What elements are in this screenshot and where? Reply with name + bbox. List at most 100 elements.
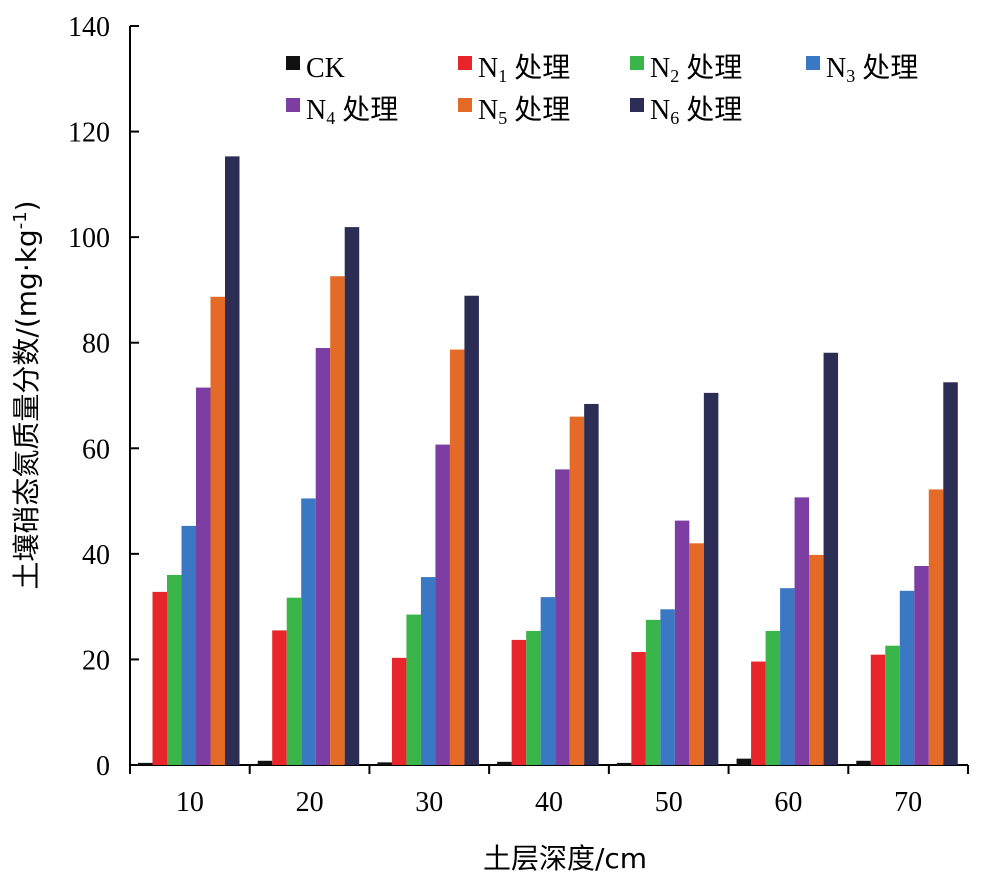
- bar: [870, 654, 886, 765]
- legend-label: N6 处理: [650, 94, 742, 128]
- legend-label-suffix: 处理: [679, 94, 742, 126]
- y-tick-label: 80: [82, 329, 110, 360]
- legend-swatch: [458, 56, 472, 70]
- bar: [210, 296, 225, 765]
- bar: [138, 762, 153, 765]
- bar: [660, 609, 675, 765]
- bar: [391, 657, 407, 765]
- bar: [689, 543, 704, 765]
- legend-label-main: N: [650, 53, 670, 84]
- bar: [584, 403, 599, 765]
- x-tick-label: 50: [655, 787, 683, 818]
- legend-swatch: [286, 98, 300, 112]
- bar: [464, 295, 479, 765]
- legend-label-sub: 5: [498, 108, 507, 128]
- y-tick-label: 60: [82, 434, 110, 465]
- bar: [928, 489, 944, 765]
- x-tick-label: 40: [535, 787, 563, 818]
- bar: [344, 227, 360, 765]
- legend-label-main: N: [650, 95, 670, 126]
- bar: [196, 387, 211, 765]
- y-tick-label: 100: [68, 223, 110, 254]
- y-tick-label: 140: [68, 12, 110, 43]
- bar: [301, 498, 316, 765]
- bar: [703, 392, 719, 765]
- bar: [152, 591, 167, 765]
- legend-swatch: [458, 98, 472, 112]
- bar: [555, 469, 570, 765]
- bar: [406, 614, 421, 765]
- legend-label-main: N: [478, 53, 498, 84]
- bar: [765, 630, 781, 765]
- bar: [257, 760, 273, 765]
- bar: [181, 525, 196, 765]
- y-tick-label: 0: [96, 751, 110, 782]
- bars: [138, 156, 958, 765]
- x-tick-label: 10: [176, 787, 204, 818]
- legend-label-main: N: [826, 53, 846, 84]
- bar: [540, 597, 556, 765]
- legend-label-main: CK: [306, 53, 345, 84]
- legend-label: CK: [306, 53, 345, 84]
- legend-label: N1 处理: [478, 52, 570, 86]
- bar: [497, 761, 512, 765]
- bar: [449, 349, 465, 765]
- x-tick-label: 70: [894, 787, 922, 818]
- bar: [794, 497, 810, 765]
- legend-swatch: [630, 56, 644, 70]
- x-axis-title: 土层深度/cm: [483, 842, 647, 875]
- legend-label: N5 处理: [478, 94, 570, 128]
- bar: [856, 760, 871, 765]
- x-tick-label: 60: [774, 787, 802, 818]
- legend-label: N3 处理: [826, 52, 918, 86]
- legend-label: N4 处理: [306, 94, 398, 128]
- bar: [616, 762, 632, 765]
- bar: [435, 444, 450, 765]
- bar: [569, 416, 585, 765]
- legend-item: N4 处理: [286, 94, 398, 128]
- bar: [736, 758, 752, 765]
- legend-item: N6 处理: [630, 94, 742, 128]
- legend-item: N2 处理: [630, 52, 742, 86]
- legend-label-main: N: [478, 95, 498, 126]
- legend-swatch: [630, 98, 644, 112]
- legend-item: N5 处理: [458, 94, 570, 128]
- bar: [899, 590, 915, 765]
- legend-item: CK: [286, 53, 345, 84]
- legend-swatch: [286, 56, 300, 70]
- bar: [674, 520, 690, 765]
- bar: [823, 352, 839, 765]
- legend-label-suffix: 处理: [855, 52, 918, 84]
- bar: [286, 597, 302, 765]
- tick-labels: 0 20 40 60 80 100 120 140 10 20 30 40 50 60 70: [68, 12, 922, 818]
- legend-label-sub: 3: [846, 66, 855, 86]
- x-tick-label: 30: [415, 787, 443, 818]
- bar: [420, 577, 436, 765]
- y-axis-title-main: 土壤硝态氮质量分数/(mg·kg: [10, 229, 43, 589]
- bar: [377, 762, 392, 765]
- bar: [780, 588, 795, 765]
- bar: [330, 276, 345, 765]
- legend-item: N1 处理: [458, 52, 570, 86]
- bar: [809, 554, 824, 765]
- y-axis-title-end: ): [10, 200, 43, 211]
- legend-label-suffix: 处理: [507, 94, 570, 126]
- legend-label: N2 处理: [650, 52, 742, 86]
- bar: [943, 382, 958, 765]
- bar: [315, 347, 331, 765]
- legend-label-main: N: [306, 95, 326, 126]
- bar: [751, 661, 766, 765]
- legend-swatch: [806, 56, 820, 70]
- x-tick-label: 20: [296, 787, 324, 818]
- legend-item: N3 处理: [806, 52, 918, 86]
- bar: [511, 639, 527, 765]
- bar: [885, 645, 900, 765]
- y-tick-label: 20: [82, 645, 110, 676]
- legend-label-sub: 2: [670, 66, 679, 86]
- legend-label-sub: 4: [326, 108, 335, 128]
- bar: [631, 652, 646, 765]
- bar: [914, 565, 929, 765]
- bar: [526, 630, 541, 765]
- legend-label-suffix: 处理: [335, 94, 398, 126]
